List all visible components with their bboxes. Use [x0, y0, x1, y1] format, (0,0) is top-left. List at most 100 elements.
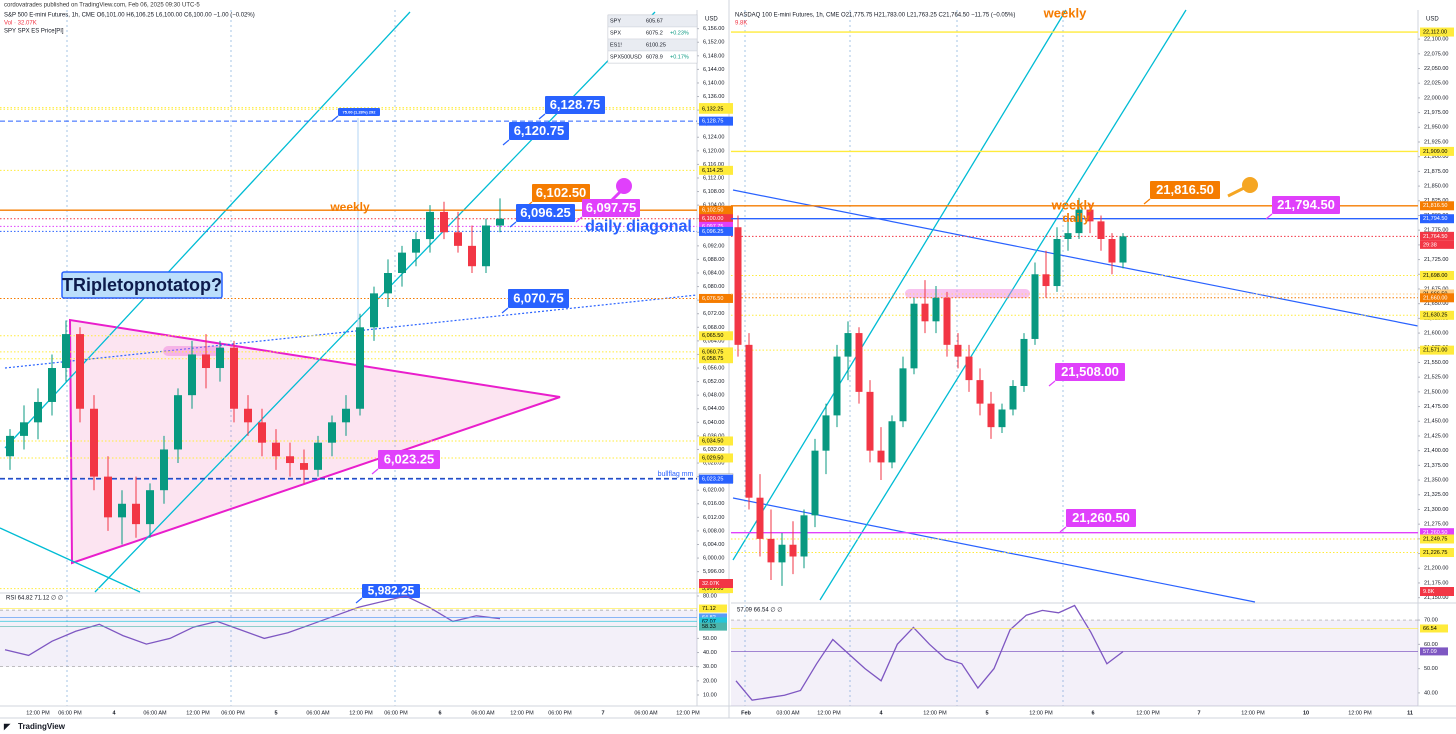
- candle-body: [899, 368, 907, 422]
- key-icon: [1227, 186, 1245, 198]
- annotation-label: 6,128.75: [550, 97, 601, 112]
- rsi-line: [4, 595, 501, 657]
- publisher: cordovatrades published on TradingView.c…: [4, 3, 200, 9]
- annotation-label: 21,794.50: [1277, 197, 1335, 212]
- candle-body: [822, 415, 830, 451]
- price-badge: [1420, 528, 1454, 538]
- price-badge: [699, 104, 733, 114]
- price-badge-label: 21,816.50: [1423, 203, 1447, 209]
- annotation-pointer: [1265, 213, 1273, 220]
- y-tick-label: 6,156.00: [703, 26, 724, 32]
- key-icon: [1242, 177, 1258, 193]
- y-tick-label: 21,650.00: [1424, 301, 1448, 307]
- annotation-text: weekly: [1051, 197, 1095, 212]
- candle-body: [90, 408, 98, 477]
- rsi-tick-label: 50.00: [1424, 666, 1438, 672]
- annotation-label: 21,260.50: [1072, 510, 1130, 525]
- volume-badge: [699, 579, 733, 588]
- candle-body: [1053, 239, 1061, 287]
- y-tick-label: 6,140.00: [703, 80, 724, 86]
- x-tick-label: 6: [438, 710, 441, 716]
- y-tick-label: 6,020.00: [703, 488, 724, 494]
- candle-body: [965, 356, 973, 381]
- y-tick-label: 6,008.00: [703, 528, 724, 534]
- candle-body: [286, 456, 294, 464]
- volume-badge: [1420, 587, 1454, 596]
- x-tick-label: 03:00 AM: [776, 710, 800, 716]
- price-badge: [1420, 146, 1454, 156]
- rsi-band: [731, 620, 1418, 706]
- candle-body: [866, 391, 874, 451]
- y-tick-label: 6,084.00: [703, 270, 724, 276]
- price-badge: [1420, 293, 1454, 303]
- volume-label: 9.8K: [735, 21, 747, 27]
- price-badge-label: 21,630.25: [1423, 313, 1447, 319]
- volume-label: Vol · 32.07K: [4, 21, 37, 27]
- rsi-badge: [699, 622, 727, 631]
- price-badge: [699, 205, 733, 215]
- highlight: [163, 346, 225, 356]
- x-tick-label: 6: [1091, 710, 1094, 716]
- candle-body: [987, 403, 995, 428]
- y-tick-label: 6,028.00: [703, 460, 724, 466]
- candle-body: [244, 408, 252, 423]
- rsi-badge-label: 66.54: [1423, 626, 1437, 632]
- annotation-box: [1150, 181, 1220, 199]
- price-badge: [1420, 534, 1454, 544]
- price-badge-label: 6,065.50: [702, 333, 723, 339]
- y-tick-label: 21,475.00: [1424, 404, 1448, 410]
- price-badge: [699, 214, 733, 224]
- x-tick-label: 06:00 PM: [548, 710, 572, 716]
- price-badge: [1420, 548, 1454, 558]
- y-tick-label: 6,048.00: [703, 393, 724, 399]
- candle-body: [800, 515, 808, 557]
- price-badge: [699, 453, 733, 463]
- candle-body: [440, 211, 448, 233]
- y-tick-label: 21,900.00: [1424, 154, 1448, 160]
- price-badge: [699, 221, 733, 231]
- y-tick-label: 21,500.00: [1424, 389, 1448, 395]
- annotation-box: [545, 96, 605, 114]
- y-tick-label: 21,350.00: [1424, 478, 1448, 484]
- y-tick-label: 6,088.00: [703, 257, 724, 263]
- x-tick-label: 12:00 PM: [510, 710, 534, 716]
- rsi-badge: [699, 604, 727, 613]
- annotation-box: [582, 199, 640, 217]
- rsi-tick-label: 30.00: [703, 664, 717, 670]
- candle-body: [118, 503, 126, 518]
- y-tick-label: 6,004.00: [703, 542, 724, 548]
- countdown-badge: [1420, 240, 1454, 249]
- price-badge: [1420, 345, 1454, 355]
- y-tick-label: 6,124.00: [703, 135, 724, 141]
- candle-body: [468, 245, 476, 267]
- y-tick-label: 6,012.00: [703, 515, 724, 521]
- candle-body: [258, 422, 266, 443]
- rsi-badge-label: 62.07: [702, 619, 716, 625]
- annotation-label: 5,982.25: [368, 584, 415, 598]
- x-tick-label: Feb: [741, 710, 751, 716]
- trend-line: [732, 497, 1256, 603]
- price-badge: [1420, 310, 1454, 320]
- annotation-pointer: [501, 307, 509, 314]
- annotation-label: 75.00 (1.28%) 292: [343, 110, 377, 115]
- x-tick-label: 10: [1303, 710, 1309, 716]
- watchlist-cell: ES1!: [610, 42, 622, 48]
- price-badge: [699, 474, 733, 484]
- candle-body: [1108, 239, 1116, 263]
- y-tick-label: 6,052.00: [703, 379, 724, 385]
- x-tick-label: 12:00 PM: [186, 710, 210, 716]
- candle-body: [356, 327, 364, 409]
- logo-mark: ◤: [3, 722, 11, 731]
- x-tick-label: 12:00 PM: [676, 710, 700, 716]
- y-tick-label: 6,116.00: [703, 162, 724, 168]
- x-tick-label: 4: [879, 710, 883, 716]
- price-badge: [699, 347, 733, 357]
- price-badge-label: 21,794.50: [1423, 216, 1447, 222]
- candle-body: [314, 442, 322, 470]
- candle-body: [230, 347, 238, 409]
- rsi-badge: [1420, 647, 1448, 656]
- annotation-text: daily diagonal: [585, 218, 692, 235]
- y-tick-label: 6,040.00: [703, 420, 724, 426]
- y-tick-label: 21,425.00: [1424, 433, 1448, 439]
